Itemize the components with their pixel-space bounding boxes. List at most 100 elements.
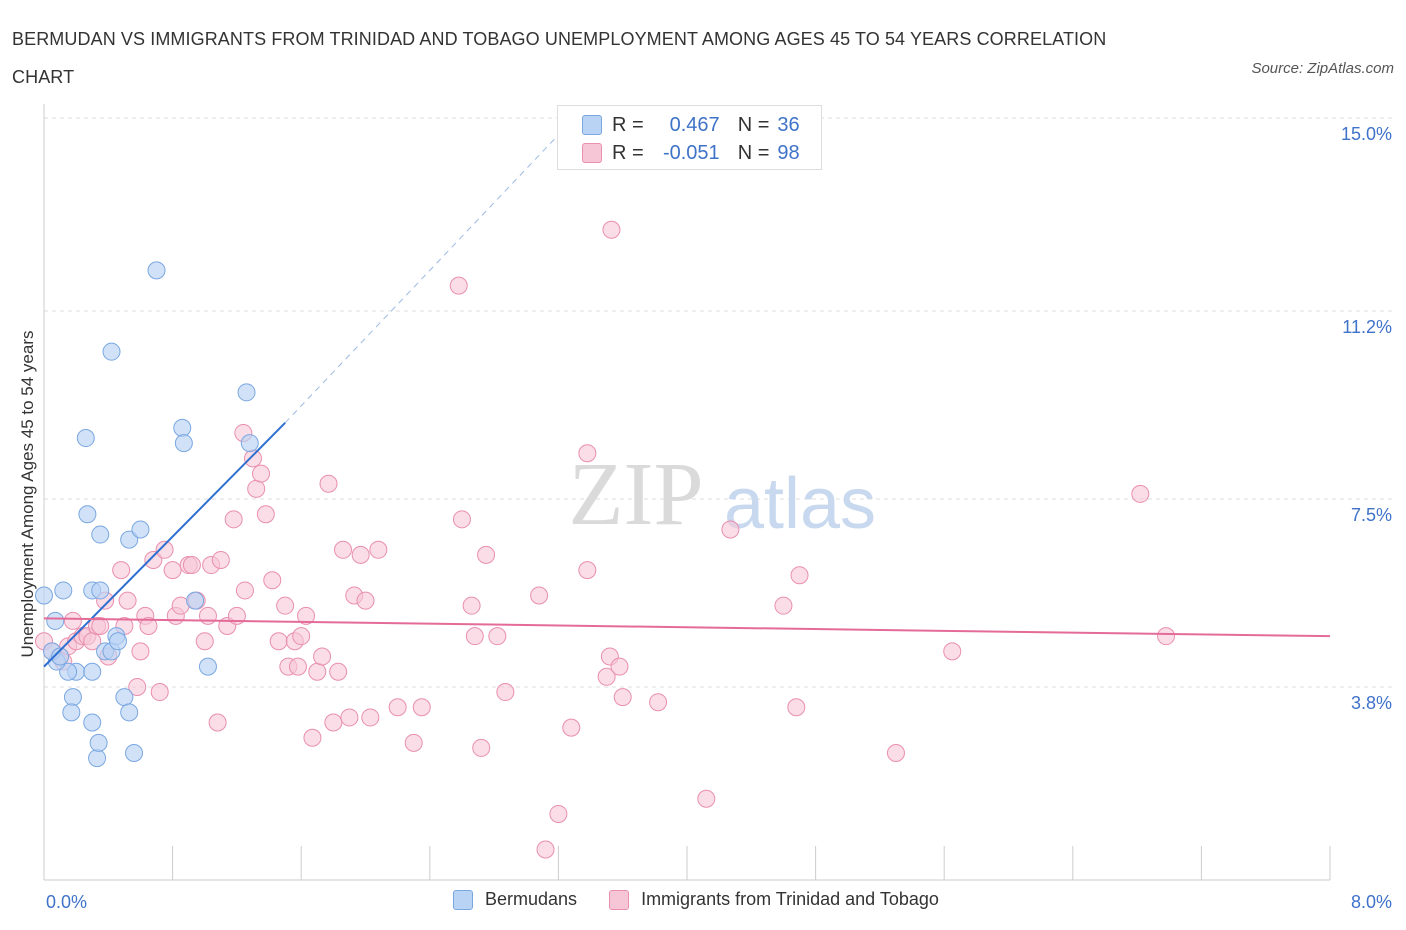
- blue-point: [120, 703, 139, 722]
- pink-point: [292, 627, 311, 646]
- pink-point: [128, 677, 147, 696]
- pink-point: [562, 718, 581, 737]
- pink-point: [613, 688, 632, 707]
- blue-point: [131, 520, 150, 539]
- chart-title: BERMUDAN VS IMMIGRANTS FROM TRINIDAD AND…: [12, 29, 1107, 87]
- pink-point: [131, 642, 150, 661]
- blue-point: [115, 688, 134, 707]
- blue-point: [237, 383, 256, 402]
- blue-swatch: [453, 889, 473, 910]
- watermark: ZIP atlas: [569, 445, 877, 544]
- pink-point: [195, 632, 214, 651]
- blue-point: [174, 434, 193, 453]
- pink-point: [721, 520, 740, 539]
- legend-n-label: N =: [737, 113, 770, 136]
- pink-point: [198, 606, 217, 625]
- pink-point: [496, 683, 515, 702]
- pink-point: [1157, 627, 1176, 646]
- pink-point: [578, 561, 597, 580]
- bottom-legend-label: Immigrants from Trinidad and Tobago: [641, 889, 939, 909]
- pink-point: [150, 683, 169, 702]
- pink-point: [252, 464, 271, 483]
- pink-point: [139, 617, 158, 635]
- pink-point: [361, 708, 380, 727]
- pink-point: [224, 510, 243, 529]
- pink-points: [35, 220, 1176, 859]
- pink-point: [649, 693, 668, 712]
- legend-n-value: 98: [777, 141, 800, 164]
- pink-point: [578, 444, 597, 463]
- pink-point: [610, 657, 629, 676]
- pink-point: [549, 804, 568, 823]
- pink-point: [943, 642, 962, 661]
- pink-point: [308, 662, 327, 681]
- blue-point: [173, 418, 192, 437]
- pink-point: [388, 698, 407, 717]
- blue-point: [46, 611, 65, 630]
- pink-point: [449, 276, 468, 295]
- pink-point: [774, 596, 793, 615]
- blue-point: [198, 657, 217, 676]
- y-tick-label: 11.2%: [1342, 317, 1392, 337]
- legend-r-label: R =: [612, 141, 644, 164]
- pink-point: [340, 708, 359, 727]
- pink-point: [303, 728, 322, 747]
- pink-point: [324, 713, 343, 732]
- blue-point: [62, 703, 81, 722]
- blue-point: [147, 261, 166, 280]
- pink-point: [208, 713, 227, 732]
- blue-point: [78, 505, 97, 524]
- pink-point: [790, 566, 809, 585]
- blue-point: [83, 713, 102, 732]
- legend-n-value: 36: [777, 113, 800, 136]
- tick-labels: 3.8% 7.5% 11.2% 15.0% 0.0% 8.0%: [46, 124, 1392, 912]
- blue-point: [108, 632, 127, 651]
- pink-point: [263, 571, 282, 590]
- pink-point: [472, 738, 491, 757]
- watermark-atlas: atlas: [724, 464, 876, 544]
- pink-point: [235, 581, 254, 600]
- y-tick-label: 15.0%: [1341, 124, 1392, 144]
- pink-point: [404, 733, 423, 752]
- bottom-legend-bermudans[interactable]: Bermudans: [453, 889, 577, 910]
- blue-point: [54, 581, 73, 600]
- blue-points: [35, 261, 259, 768]
- pink-point: [886, 744, 905, 762]
- blue-point: [59, 662, 78, 681]
- y-tick-label: 3.8%: [1351, 693, 1392, 713]
- pink-point: [144, 550, 163, 569]
- pink-point: [465, 627, 484, 646]
- bottom-legend-trinidad[interactable]: Immigrants from Trinidad and Tobago: [609, 889, 939, 910]
- blue-trend-extension: [284, 117, 575, 424]
- pink-point: [112, 561, 131, 580]
- blue-point: [91, 581, 110, 600]
- pink-point: [477, 545, 496, 564]
- y-tick-label: 7.5%: [1351, 505, 1392, 525]
- pink-point: [243, 449, 262, 468]
- pink-point: [356, 591, 375, 610]
- pink-point: [787, 698, 806, 717]
- pink-point: [91, 617, 110, 635]
- trend-lines: [43, 117, 1331, 668]
- blue-point: [91, 525, 110, 544]
- blue-swatch: [582, 115, 602, 135]
- x-tick-label-min: 0.0%: [46, 892, 87, 912]
- blue-point: [102, 342, 121, 361]
- blue-point: [63, 688, 82, 707]
- pink-point: [288, 657, 307, 676]
- legend-row-bermudans: R = 0.467 N = 36: [582, 113, 818, 137]
- watermark-zip: ZIP: [569, 445, 704, 544]
- pink-point: [369, 540, 388, 559]
- pink-point: [333, 540, 352, 559]
- blue-point: [125, 744, 144, 762]
- pink-point: [256, 505, 275, 524]
- pink-point: [351, 545, 370, 564]
- blue-point: [35, 586, 53, 605]
- pink-point: [602, 220, 621, 239]
- pink-swatch: [609, 889, 630, 910]
- pink-point: [118, 591, 137, 610]
- pink-point: [211, 550, 230, 569]
- blue-point: [88, 749, 107, 768]
- pink-point: [488, 627, 507, 646]
